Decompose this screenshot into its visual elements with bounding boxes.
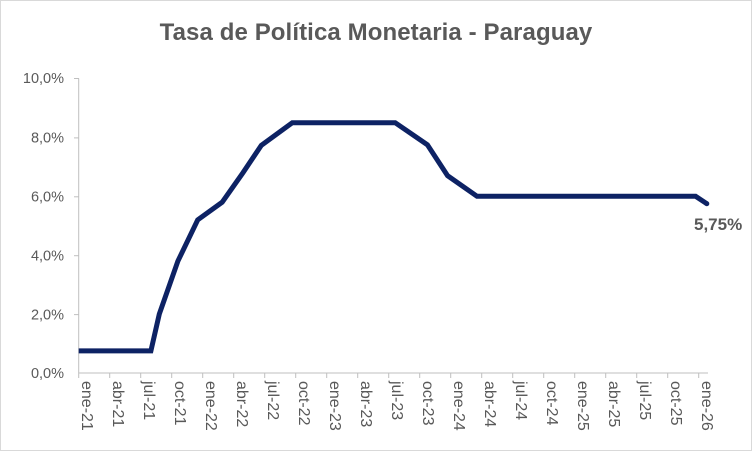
svg-text:abr-25: abr-25 [605, 381, 622, 427]
svg-text:oct-25: oct-25 [667, 381, 684, 426]
svg-text:5,75%: 5,75% [694, 215, 742, 234]
svg-text:jul-22: jul-22 [264, 380, 281, 420]
svg-text:ene-22: ene-22 [202, 381, 219, 431]
svg-text:jul-23: jul-23 [388, 380, 405, 420]
svg-text:ene-23: ene-23 [326, 381, 343, 431]
svg-text:8,0%: 8,0% [31, 131, 64, 147]
svg-text:4,0%: 4,0% [31, 249, 64, 265]
svg-text:0,0%: 0,0% [31, 366, 64, 382]
svg-text:jul-21: jul-21 [140, 380, 157, 420]
svg-text:jul-24: jul-24 [512, 380, 529, 420]
svg-text:abr-22: abr-22 [233, 381, 250, 427]
svg-text:oct-22: oct-22 [295, 381, 312, 426]
svg-text:ene-21: ene-21 [78, 381, 95, 431]
svg-text:10,0%: 10,0% [23, 71, 64, 87]
svg-text:6,0%: 6,0% [31, 190, 64, 206]
svg-text:oct-23: oct-23 [419, 381, 436, 426]
svg-text:abr-23: abr-23 [357, 381, 374, 427]
svg-text:ene-26: ene-26 [698, 381, 715, 431]
svg-text:ene-25: ene-25 [574, 381, 591, 431]
svg-text:oct-21: oct-21 [171, 381, 188, 426]
svg-text:abr-21: abr-21 [109, 381, 126, 427]
svg-text:2,0%: 2,0% [31, 308, 64, 324]
svg-text:abr-24: abr-24 [481, 381, 498, 427]
svg-text:oct-24: oct-24 [543, 381, 560, 426]
svg-text:jul-25: jul-25 [636, 380, 653, 420]
svg-text:ene-24: ene-24 [450, 381, 467, 431]
